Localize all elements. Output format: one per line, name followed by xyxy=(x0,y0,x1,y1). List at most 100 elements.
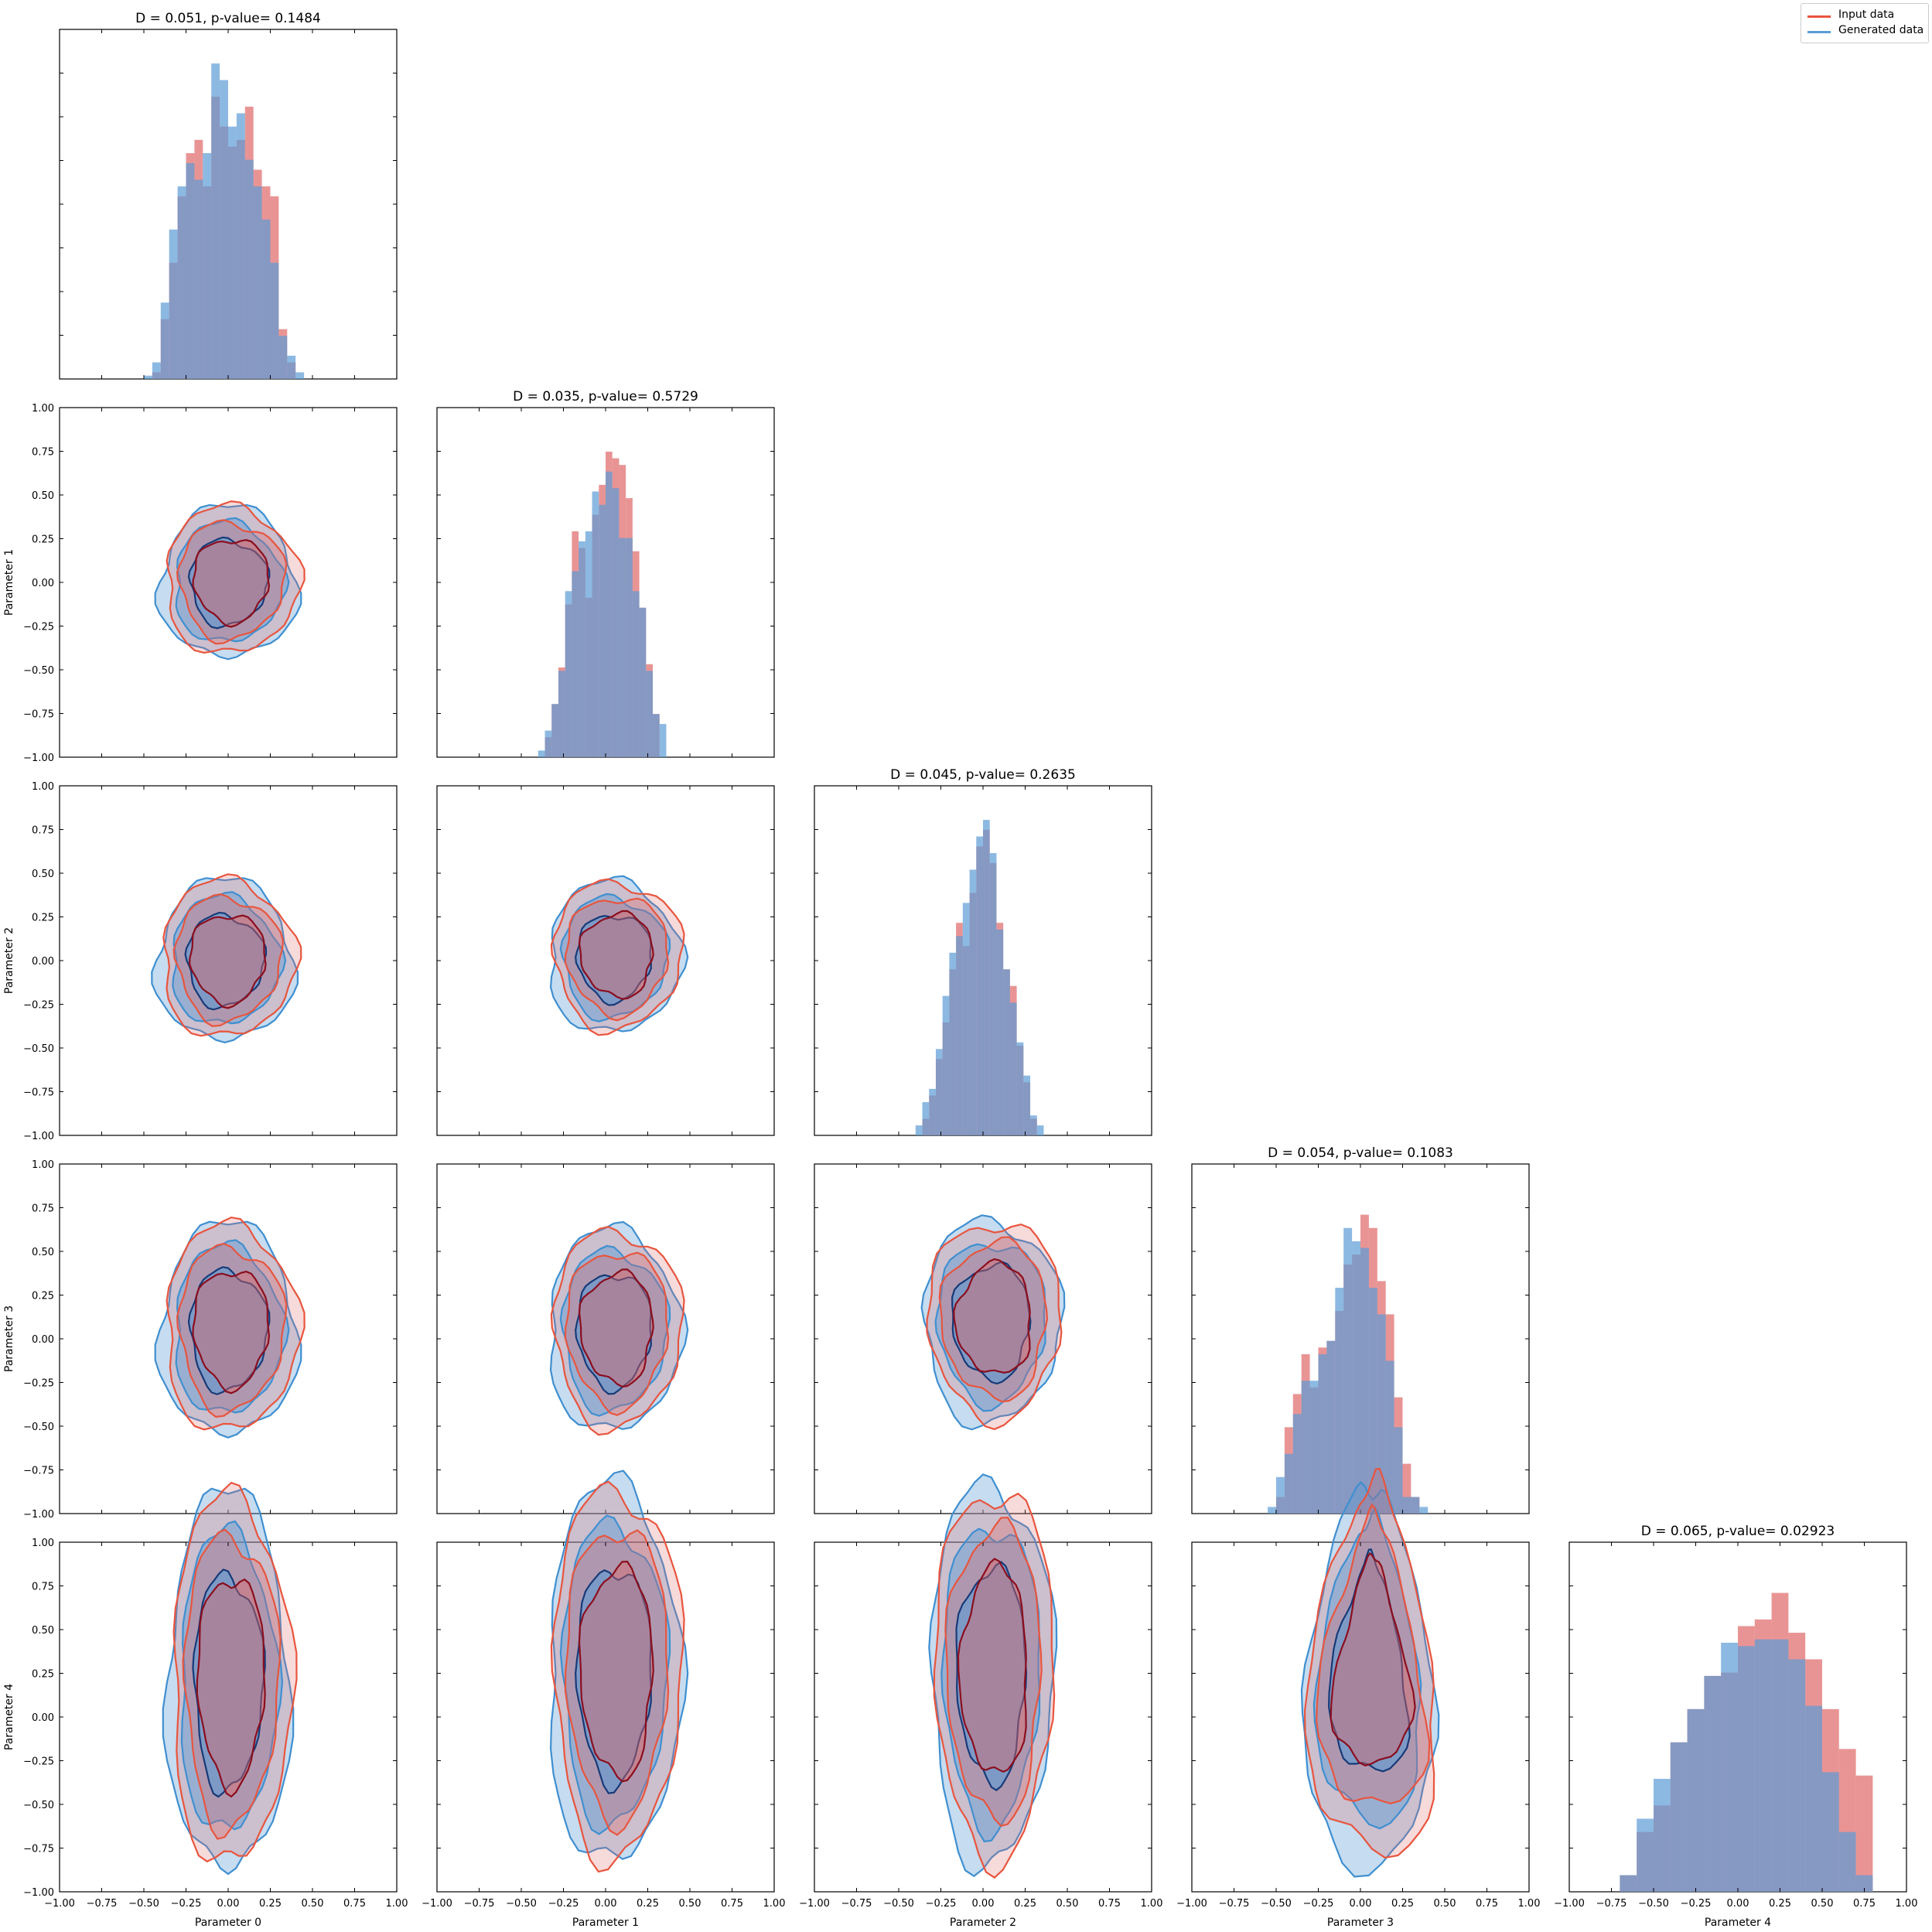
xtick-label-2-8: 1.00 xyxy=(1141,1898,1163,1910)
hist-bar-generated-0-8 xyxy=(211,63,220,379)
hist-bar-generated-0-12 xyxy=(244,159,254,379)
hist-bar-input-4-14 xyxy=(1855,1775,1873,1892)
hist-bar-generated-2-11 xyxy=(989,853,997,1135)
hist-bar-generated-0-5 xyxy=(186,162,195,379)
hist-bar-generated-2-12 xyxy=(996,929,1004,1135)
hist-bar-generated-1-16 xyxy=(646,671,654,757)
contour-input-4-2-2 xyxy=(957,1558,1027,1773)
ytick-label-1-1: −0.75 xyxy=(23,709,54,721)
xlabel-3: Parameter 3 xyxy=(1327,1917,1394,1929)
xtick-label-2-2: −0.50 xyxy=(883,1898,914,1910)
hist-bar-generated-0-13 xyxy=(253,186,262,379)
hist-bar-generated-1-11 xyxy=(612,488,620,757)
hist-bar-generated-0-1 xyxy=(152,362,161,379)
ytick-label-1-6: 0.50 xyxy=(32,490,54,502)
xtick-label-4-8: 1.00 xyxy=(1896,1898,1918,1910)
hist-bar-generated-2-3 xyxy=(935,1049,943,1135)
xtick-label-0-5: 0.25 xyxy=(259,1898,282,1910)
xtick-label-1-6: 0.50 xyxy=(679,1898,701,1910)
xtick-label-1-2: −0.50 xyxy=(506,1898,537,1910)
contour-input-3-2-2 xyxy=(953,1258,1031,1374)
hist-bar-generated-0-14 xyxy=(261,219,271,379)
ytick-label-1-0: −1.00 xyxy=(23,753,54,764)
hist-bar-generated-4-12 xyxy=(1822,1772,1839,1892)
ylabel-3: Parameter 3 xyxy=(3,1306,15,1372)
ytick-label-2-6: 0.50 xyxy=(32,869,54,880)
hist-bar-generated-2-2 xyxy=(929,1088,936,1135)
contour-input-2-1-2 xyxy=(578,910,654,1000)
xtick-label-1-0: −1.00 xyxy=(422,1898,452,1910)
hist-bar-generated-3-12 xyxy=(1368,1288,1377,1514)
ytick-label-3-8: 1.00 xyxy=(32,1159,54,1171)
xtick-label-4-2: −0.50 xyxy=(1638,1898,1669,1910)
ytick-label-2-0: −1.00 xyxy=(23,1131,54,1142)
hist-bar-generated-1-13 xyxy=(626,538,633,757)
contour-generated-4-2-2 xyxy=(955,1561,1028,1791)
hist-bar-generated-2-16 xyxy=(1023,1075,1031,1135)
ytick-label-4-8: 1.00 xyxy=(32,1538,54,1549)
xtick-label-2-0: −1.00 xyxy=(799,1898,830,1910)
contour-generated-4-0-2 xyxy=(192,1568,266,1798)
panel-title-2: D = 0.045, p-value= 0.2635 xyxy=(890,767,1076,783)
xtick-label-2-1: −0.75 xyxy=(841,1898,872,1910)
panel-title-0: D = 0.051, p-value= 0.1484 xyxy=(135,11,321,26)
ytick-label-1-5: 0.25 xyxy=(32,534,54,546)
hist-bar-generated-4-1 xyxy=(1637,1818,1654,1892)
panel-title-4: D = 0.065, p-value= 0.02923 xyxy=(1641,1524,1835,1539)
hist-bar-generated-3-6 xyxy=(1318,1353,1327,1514)
hist-bar-generated-1-12 xyxy=(619,538,626,757)
ytick-label-3-3: −0.25 xyxy=(23,1378,54,1390)
xtick-label-1-8: 1.00 xyxy=(763,1898,786,1910)
contour-input-1-0-2 xyxy=(192,539,271,628)
hist-bar-generated-4-2 xyxy=(1654,1779,1671,1892)
hist-bar-generated-2-0 xyxy=(915,1125,923,1135)
xtick-label-4-1: −0.75 xyxy=(1596,1898,1627,1910)
xtick-label-4-4: 0.00 xyxy=(1727,1898,1749,1910)
hist-bar-generated-4-0 xyxy=(1620,1875,1637,1892)
hist-bar-generated-0-2 xyxy=(160,302,169,379)
hist-bar-generated-3-14 xyxy=(1385,1360,1394,1514)
xtick-label-1-3: −0.25 xyxy=(548,1898,579,1910)
ytick-label-4-7: 0.75 xyxy=(32,1582,54,1593)
hist-bar-generated-2-14 xyxy=(1009,1002,1017,1135)
hist-bar-generated-1-10 xyxy=(606,471,613,757)
hist-bar-generated-0-18 xyxy=(295,372,305,379)
hist-bar-generated-0-16 xyxy=(278,336,288,379)
hist-bar-generated-3-16 xyxy=(1402,1497,1411,1514)
hist-bar-input-3-16 xyxy=(1402,1463,1411,1514)
ytick-label-1-7: 0.75 xyxy=(32,447,54,459)
hist-bar-generated-3-4 xyxy=(1301,1381,1310,1514)
hist-bar-generated-3-7 xyxy=(1326,1340,1336,1514)
xtick-label-0-0: −1.00 xyxy=(44,1898,75,1910)
ytick-label-1-3: −0.25 xyxy=(23,622,54,633)
xtick-label-1-5: 0.25 xyxy=(637,1898,659,1910)
ytick-label-2-8: 1.00 xyxy=(32,781,54,793)
hist-bar-generated-0-0 xyxy=(144,375,152,379)
hist-bar-generated-3-13 xyxy=(1377,1314,1386,1514)
legend-line-input xyxy=(1807,15,1831,18)
hist-bar-generated-3-10 xyxy=(1352,1241,1360,1514)
hist-bar-generated-3-9 xyxy=(1343,1227,1353,1514)
hist-bar-generated-2-7 xyxy=(962,903,970,1135)
hist-bar-generated-1-9 xyxy=(599,504,606,757)
hist-bar-generated-3-1 xyxy=(1276,1476,1285,1514)
hist-bar-generated-1-18 xyxy=(659,724,667,757)
xtick-label-1-7: 0.75 xyxy=(721,1898,743,1910)
legend-line-generated xyxy=(1807,31,1831,33)
xtick-label-3-3: −0.25 xyxy=(1303,1898,1334,1910)
ytick-label-1-8: 1.00 xyxy=(32,403,54,415)
hist-bar-generated-4-10 xyxy=(1788,1659,1806,1892)
xlabel-4: Parameter 4 xyxy=(1705,1917,1771,1929)
hist-bar-generated-0-11 xyxy=(236,113,245,380)
xtick-label-0-2: −0.50 xyxy=(128,1898,159,1910)
xlabel-1: Parameter 1 xyxy=(572,1917,639,1929)
ytick-label-2-3: −0.25 xyxy=(23,1000,54,1012)
xtick-label-4-0: −1.00 xyxy=(1554,1898,1585,1910)
hist-bar-generated-4-9 xyxy=(1771,1639,1789,1892)
xtick-label-1-4: 0.00 xyxy=(595,1898,617,1910)
xtick-label-2-7: 0.75 xyxy=(1098,1898,1121,1910)
xtick-label-0-6: 0.50 xyxy=(302,1898,324,1910)
contour-generated-4-1-2 xyxy=(575,1569,652,1794)
hist-bar-generated-4-6 xyxy=(1721,1642,1738,1892)
